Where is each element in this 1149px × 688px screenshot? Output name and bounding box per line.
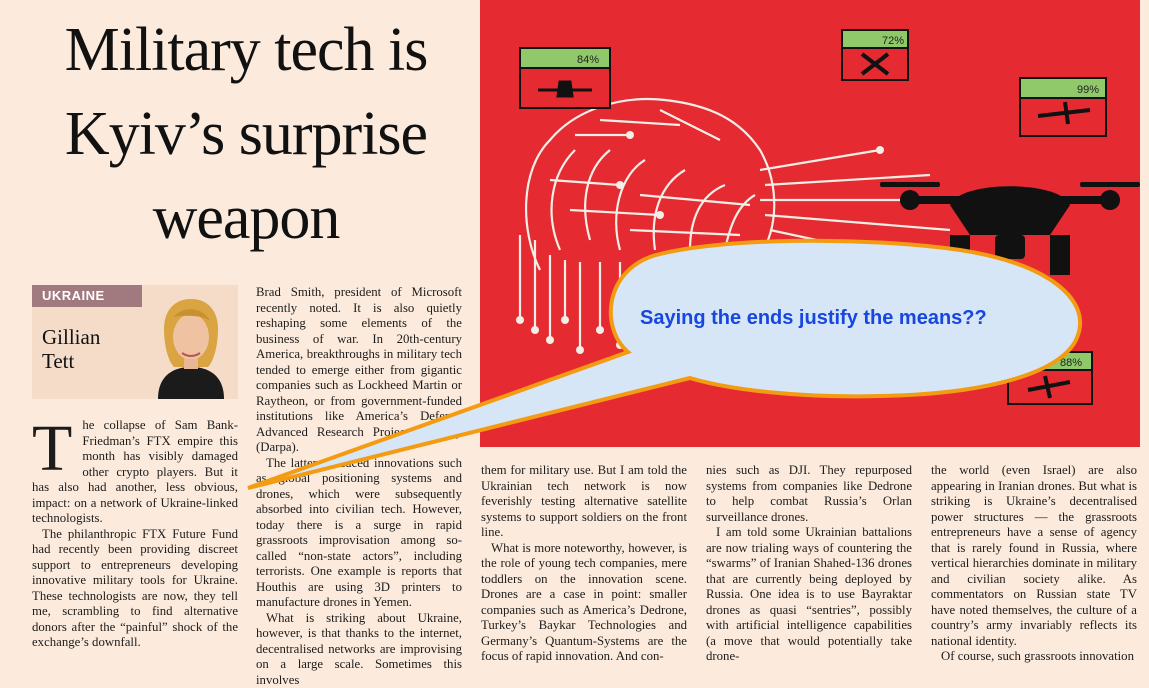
speech-bubble-text: Saying the ends justify the means?? <box>640 307 1060 330</box>
percent-label-88: 88% <box>1060 357 1082 369</box>
article-column-2: Brad Smith, president of Microsoft recen… <box>256 285 462 688</box>
author-last-name: Tett <box>42 349 100 373</box>
headline-line-1: Military tech is <box>22 8 470 92</box>
percent-label-72: 72% <box>882 35 904 47</box>
column4-paragraph-2: I am told some Ukrainian battalions are … <box>706 525 912 665</box>
headline-line-2: Kyiv’s surprise <box>22 92 470 176</box>
percent-label-84: 84% <box>577 54 599 66</box>
headline-line-3: weapon <box>22 176 470 260</box>
author-name: Gillian Tett <box>42 325 100 373</box>
article-column-4: nies such as DJI. They repurposed system… <box>706 463 912 665</box>
author-first-name: Gillian <box>42 325 100 349</box>
illustration-drone-brain: 84% 72% 99% 88% <box>480 0 1140 447</box>
column5-paragraph-2: Of course, such grassroots innovation <box>931 649 1137 665</box>
article-column-5: the world (even Israel) are also appeari… <box>931 463 1137 665</box>
author-portrait <box>144 287 238 399</box>
column1-paragraph-2: The philanthropic FTX Future Fund had re… <box>32 527 238 651</box>
dropcap: T <box>32 422 72 476</box>
column5-paragraph-1: the world (even Israel) are also appeari… <box>931 463 1137 649</box>
column2-paragraph-2: The latter produced innovations such as … <box>256 456 462 611</box>
article-column-1: T he collapse of Sam Bank-Friedman’s FTX… <box>32 418 238 651</box>
section-tag: UKRAINE <box>32 285 142 307</box>
column2-paragraph-3: What is striking about Ukraine, however,… <box>256 611 462 688</box>
article-column-3: them for military use. But I am told the… <box>481 463 687 665</box>
illustration-svg: 84% 72% 99% 88% <box>480 0 1140 447</box>
percent-label-99: 99% <box>1077 84 1099 96</box>
author-box: UKRAINE Gillian Tett <box>32 285 238 399</box>
headline: Military tech is Kyiv’s surprise weapon <box>22 8 470 260</box>
column4-paragraph-1: nies such as DJI. They repurposed system… <box>706 463 912 525</box>
column3-paragraph-1: them for military use. But I am told the… <box>481 463 687 541</box>
column3-paragraph-2: What is more noteworthy, however, is the… <box>481 541 687 665</box>
column2-paragraph-1: Brad Smith, president of Microsoft recen… <box>256 285 462 456</box>
